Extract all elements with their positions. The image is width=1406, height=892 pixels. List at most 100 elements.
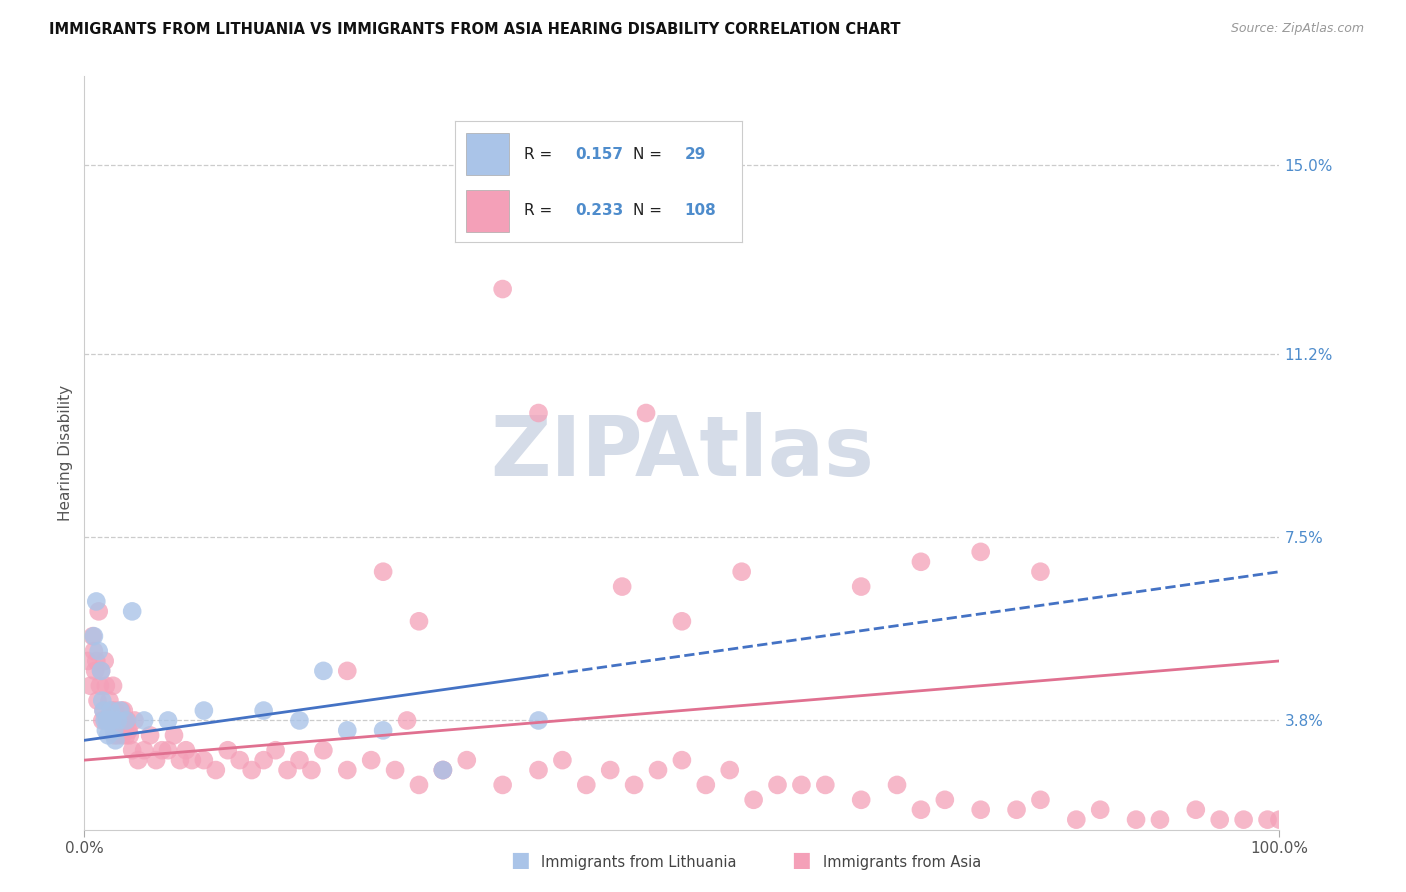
Point [432,763,454,777]
Point [169,753,191,767]
Point [115,714,138,728]
Point [851,580,873,594]
Point [312,743,335,757]
Point [336,763,359,777]
Text: ■: ■ [792,850,811,870]
Point [132,714,156,728]
Point [408,778,430,792]
Point [253,753,276,767]
Point [432,763,454,777]
Point [814,778,837,792]
Point [94,723,117,738]
Point [82,629,104,643]
Point [104,733,127,747]
Point [492,282,515,296]
Point [107,714,129,728]
Point [86,654,108,668]
Point [1029,793,1052,807]
Point [288,714,311,728]
Point [77,654,100,668]
Point [101,704,124,718]
Point [612,580,634,594]
Point [101,714,124,728]
Point [886,778,908,792]
Point [105,714,128,728]
Point [181,753,204,767]
Point [115,728,138,742]
Point [240,763,263,777]
Point [93,704,115,718]
Point [90,664,112,678]
Point [110,704,132,718]
Point [396,714,419,728]
Point [84,664,107,678]
Point [112,704,135,718]
Text: Immigrants from Asia: Immigrants from Asia [823,855,981,870]
Point [384,763,406,777]
Point [93,654,115,668]
Point [1125,813,1147,827]
Point [277,763,299,777]
Point [1185,803,1208,817]
Point [575,778,598,792]
Point [527,406,550,420]
Text: ZIPAtlas: ZIPAtlas [489,412,875,493]
Point [205,763,228,777]
Point [1209,813,1232,827]
Point [695,778,717,792]
Y-axis label: Hearing Disability: Hearing Disability [58,384,73,521]
Point [98,693,121,707]
Point [671,615,693,629]
Point [264,743,287,757]
Point [96,714,118,728]
Point [91,714,114,728]
Point [97,728,120,742]
Point [150,743,173,757]
Point [118,728,141,742]
Point [1257,813,1279,827]
Point [1149,813,1171,827]
Point [288,753,311,767]
Point [108,714,131,728]
Point [101,679,124,693]
Point [97,714,120,728]
Point [1005,803,1028,817]
Point [124,714,146,728]
Point [157,714,180,728]
Point [742,793,765,807]
Point [718,763,741,777]
Point [1268,813,1291,827]
Point [456,753,478,767]
Text: Immigrants from Lithuania: Immigrants from Lithuania [541,855,737,870]
Point [599,763,621,777]
Point [1090,803,1112,817]
Point [121,604,143,618]
Point [253,704,276,718]
Point [114,714,136,728]
Point [111,728,134,742]
Point [93,714,115,728]
Point [790,778,813,792]
Point [623,778,645,792]
Point [121,743,143,757]
Point [527,763,550,777]
Point [301,763,323,777]
Point [432,763,454,777]
Point [174,743,197,757]
Point [163,728,186,742]
Point [110,704,132,718]
Point [83,629,105,643]
Point [110,714,132,728]
Point [1066,813,1088,827]
Point [132,743,156,757]
Point [647,763,669,777]
Text: IMMIGRANTS FROM LITHUANIA VS IMMIGRANTS FROM ASIA HEARING DISABILITY CORRELATION: IMMIGRANTS FROM LITHUANIA VS IMMIGRANTS … [49,22,901,37]
Point [87,644,110,658]
Point [851,793,873,807]
Point [87,604,110,618]
Point [117,723,139,738]
Point [336,723,359,738]
Point [1029,565,1052,579]
Point [107,728,129,742]
Point [127,753,149,767]
